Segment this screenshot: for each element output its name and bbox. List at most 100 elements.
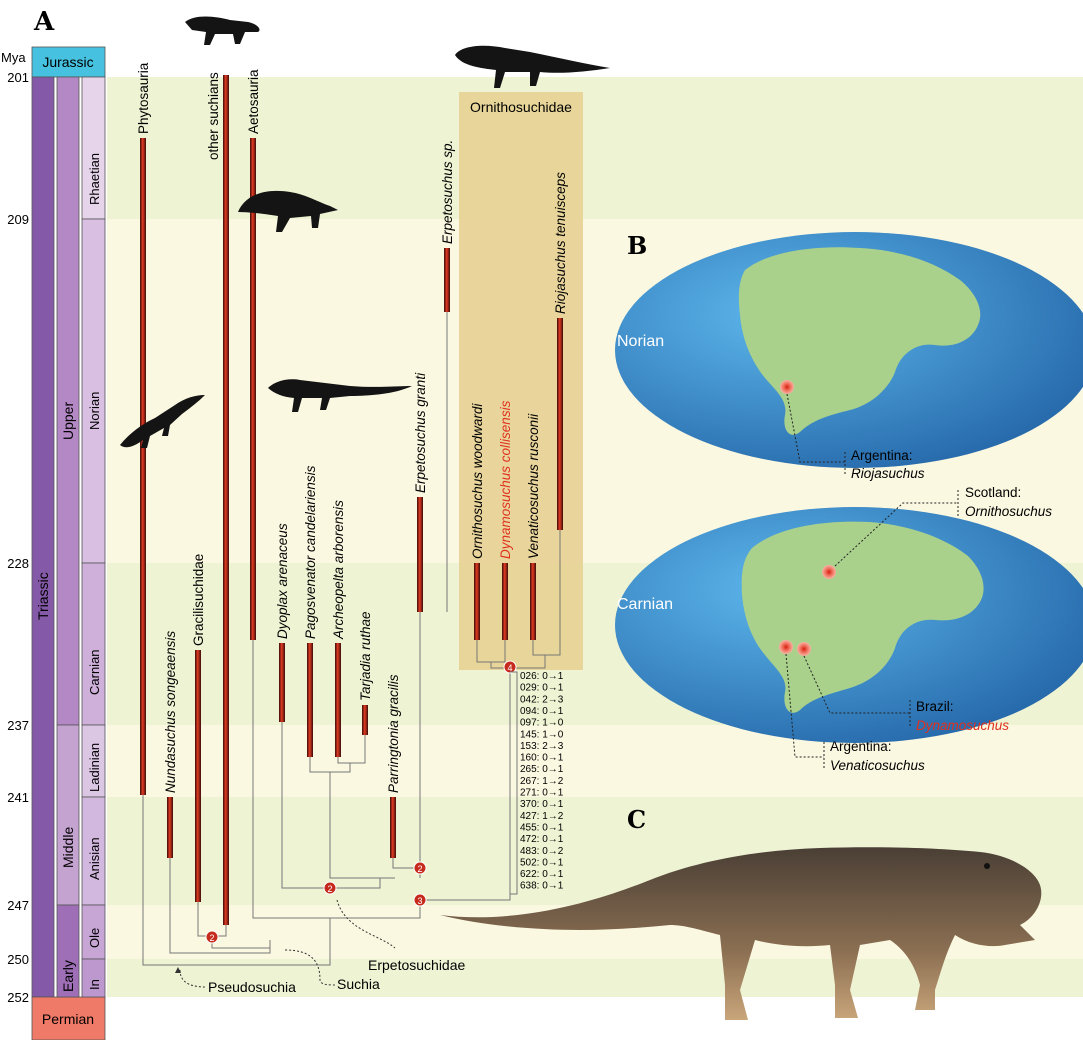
taxon-other-suchians: other suchians xyxy=(206,72,221,160)
bar-riojasuchus xyxy=(557,318,563,530)
character-change: 026: 0→1 xyxy=(520,671,564,682)
taxon-phytosauria: Phytosauria xyxy=(136,62,151,134)
taxon-labels: Phytosauria other suchians Aetosauria Nu… xyxy=(136,62,568,793)
tick-label-201: 201 xyxy=(7,70,29,85)
timescale: Mya Jurassic Triassic Permian Upper Midd… xyxy=(1,46,106,1041)
map-carnian-argentina-taxon: Venaticosuchus xyxy=(830,758,925,773)
period-jurassic-label: Jurassic xyxy=(42,54,93,70)
taxon-nundasuchus: Nundasuchus songeaensis xyxy=(163,631,178,793)
epoch-upper-label: Upper xyxy=(60,402,76,440)
taxon-dynamosuchus: Dynamosuchus collisensis xyxy=(498,400,513,559)
tick-label-241: 241 xyxy=(7,790,29,805)
bar-other-suchians xyxy=(223,75,229,925)
character-change: 094: 0→1 xyxy=(520,706,564,717)
node-marker-2-label: 2 xyxy=(327,884,332,894)
panel-label-c: C xyxy=(627,805,646,834)
bar-venaticosuchus xyxy=(530,563,536,640)
branch-venaticosuchus xyxy=(490,640,546,669)
epoch-upper xyxy=(56,76,80,726)
map-carnian-brazil-pointer xyxy=(803,655,910,714)
branch-tarjadia-clade xyxy=(329,772,395,879)
map-carnian-brazil-dot xyxy=(797,642,811,656)
map-norian-locality-dot xyxy=(780,380,794,394)
epoch-early xyxy=(56,904,80,998)
node-marker-4-label: 3 xyxy=(417,896,422,906)
map-carnian-scotland-dot xyxy=(822,565,836,579)
range-bars xyxy=(140,75,563,925)
map-norian-country: Argentina: xyxy=(851,448,913,463)
bar-pagosvenator xyxy=(307,643,313,757)
map-carnian-argentina-dot xyxy=(779,640,793,654)
map-norian-pointer xyxy=(786,393,845,463)
epoch-middle xyxy=(56,724,80,906)
panel-label-a: A xyxy=(33,7,55,37)
pseudosuchia-arrowhead xyxy=(175,967,181,973)
tick-label-252: 252 xyxy=(7,990,29,1005)
ornithosuchidae-label: Ornithosuchidae xyxy=(470,99,572,115)
panel-label-b: B xyxy=(627,231,647,260)
period-jurassic xyxy=(31,46,106,78)
stage-rhaetian-label: Rhaetian xyxy=(87,153,102,205)
taxon-aetosauria: Aetosauria xyxy=(246,69,261,134)
taxon-ornithosuchus: Ornithosuchus woodwardi xyxy=(470,403,485,559)
map-carnian-brazil-country: Brazil: xyxy=(916,699,954,714)
taxon-archeopelta: Archeopelta arborensis xyxy=(331,500,346,640)
character-change: 271: 0→1 xyxy=(520,788,564,799)
map-carnian: Carnian Scotland: Ornithosuchus Brazil: … xyxy=(615,485,1083,773)
taxon-venaticosuchus: Venaticosuchus rusconii xyxy=(526,413,541,559)
taxon-dyoplax: Dyoplax arenaceus xyxy=(275,523,290,639)
clade-pseudosuchia: Pseudosuchia xyxy=(208,979,296,995)
branch-parringtonia xyxy=(392,612,421,869)
suchia-pointer xyxy=(284,949,336,986)
clade-callouts: Pseudosuchia Suchia Erpetosuchidae xyxy=(175,899,466,995)
taxon-tarjadia: Tarjadia ruthae xyxy=(358,611,373,701)
map-carnian-scotland-taxon: Ornithosuchus xyxy=(965,504,1052,519)
taxon-gracilisuchidae: Gracilisuchidae xyxy=(191,554,206,646)
stage-induan-label: In xyxy=(87,979,102,990)
branch-archeopelta xyxy=(337,735,366,764)
branch-aetosauria xyxy=(252,640,421,919)
silhouette-phytosaur xyxy=(120,395,205,448)
tick-label-250: 250 xyxy=(7,952,29,967)
map-carnian-stage: Carnian xyxy=(617,596,673,613)
character-change: 483: 0→2 xyxy=(520,846,564,857)
bar-dynamosuchus xyxy=(502,563,508,640)
map-carnian-scotland-pointer xyxy=(834,502,958,567)
clade-suchia: Suchia xyxy=(337,976,380,992)
character-change: 622: 0→1 xyxy=(520,869,564,880)
stage-anisian-label: Anisian xyxy=(87,837,102,880)
dynamosuchus-body xyxy=(440,847,1042,1020)
node-marker-1 xyxy=(205,930,219,944)
silhouette-aetosaur xyxy=(238,190,338,232)
character-change: 042: 2→3 xyxy=(520,694,564,705)
clade-erpetosuchidae: Erpetosuchidae xyxy=(368,957,466,973)
map-carnian-argentina-country: Argentina: xyxy=(830,739,892,754)
map-carnian-brazil-taxon: Dynamosuchus xyxy=(916,718,1009,733)
bar-gracilisuchidae xyxy=(195,650,201,902)
silhouettes xyxy=(120,16,610,448)
map-norian-land xyxy=(738,247,981,435)
map-norian-stage: Norian xyxy=(617,333,664,350)
character-change: 145: 1→0 xyxy=(520,729,564,740)
period-permian xyxy=(31,996,106,1041)
bar-aetosauria xyxy=(250,138,256,640)
branch-suchia xyxy=(169,858,271,954)
character-change: 502: 0→1 xyxy=(520,857,564,868)
branch-riojasuchus xyxy=(545,530,561,656)
character-change: 267: 1→2 xyxy=(520,776,564,787)
character-change: 427: 1→2 xyxy=(520,811,564,822)
bar-phytosauria xyxy=(140,138,146,795)
epoch-middle-label: Middle xyxy=(60,827,76,868)
character-change: 153: 2→3 xyxy=(520,741,564,752)
tick-label-247: 247 xyxy=(7,898,29,913)
character-change: 029: 0→1 xyxy=(520,683,564,694)
bar-dyoplax xyxy=(279,643,285,722)
timescale-unit: Mya xyxy=(1,50,26,65)
map-carnian-land xyxy=(741,521,984,713)
silhouette-crocodylian xyxy=(185,16,260,45)
character-change: 455: 0→1 xyxy=(520,823,564,834)
taxon-riojasuchus: Riojasuchus tenuisceps xyxy=(553,172,568,314)
